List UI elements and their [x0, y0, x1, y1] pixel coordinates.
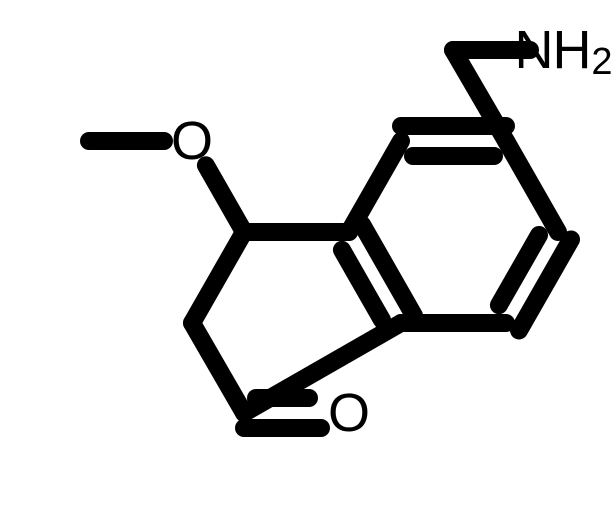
- atom-label-O1: O: [171, 111, 213, 171]
- atom-label-N1: N: [515, 20, 554, 80]
- atom-label-N1: 2: [591, 41, 612, 83]
- molecule-diagram: O O NH2: [0, 0, 615, 509]
- atom-label-N1: H: [553, 20, 592, 80]
- atom-label-O2: O: [328, 383, 370, 443]
